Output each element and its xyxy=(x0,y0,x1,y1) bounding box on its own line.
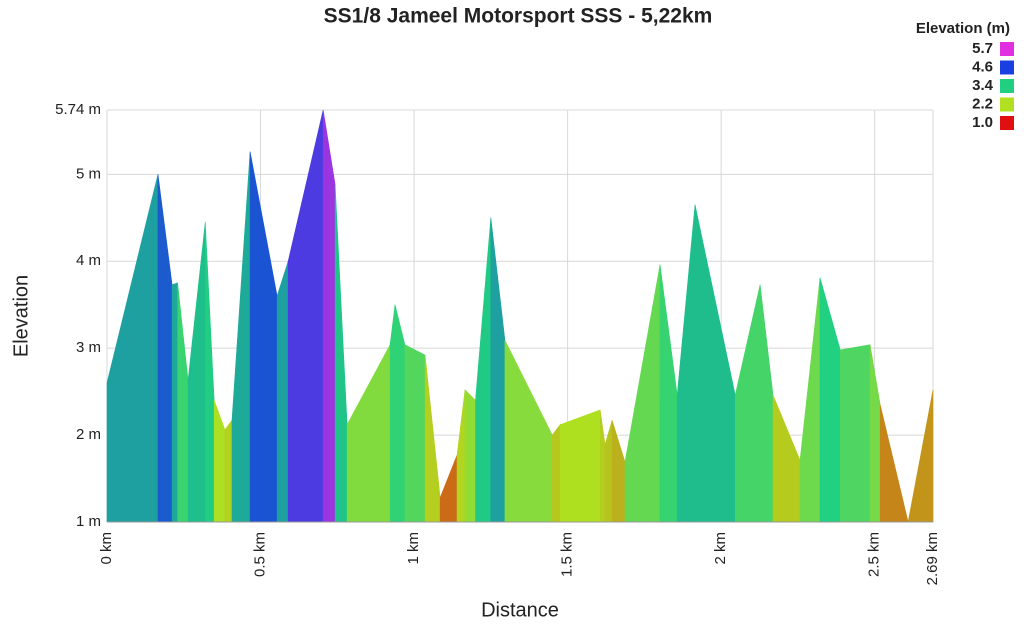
area-segment xyxy=(839,344,871,523)
y-tick-label: 2 m xyxy=(76,426,101,443)
legend-swatch xyxy=(1000,97,1014,112)
y-tick-label: 5.74 m xyxy=(55,101,101,118)
area-segment xyxy=(249,151,278,523)
area-segment xyxy=(404,344,426,523)
area-segment xyxy=(772,394,801,523)
area-segment xyxy=(907,389,934,523)
area-segment xyxy=(231,151,251,523)
area-segment xyxy=(187,222,206,523)
area-segment xyxy=(879,404,909,523)
legend-swatch xyxy=(1000,116,1014,130)
legend-swatch xyxy=(1000,79,1014,93)
area-segment xyxy=(475,217,492,523)
x-tick-label: 2.5 km xyxy=(866,532,883,577)
legend-title: Elevation (m) xyxy=(916,20,1010,37)
x-tick-label: 2 km xyxy=(712,532,729,565)
area-segment xyxy=(599,409,606,523)
x-tick-label: 2.69 km xyxy=(924,532,941,585)
area-segment xyxy=(624,264,661,523)
area-segment xyxy=(676,204,696,523)
area-segment xyxy=(177,282,189,523)
area-segment xyxy=(734,284,761,523)
area-segment xyxy=(322,109,336,523)
legend-label: 5.7 xyxy=(972,40,993,57)
area-segment xyxy=(799,277,821,523)
area-segment xyxy=(287,109,324,523)
chart-title: SS1/8 Jameel Motorsport SSS - 5,22km xyxy=(324,5,713,28)
area-segment xyxy=(389,304,396,523)
area-segment xyxy=(213,400,226,523)
x-tick-label: 1 km xyxy=(405,532,422,565)
x-axis-label: Distance xyxy=(481,599,559,621)
area-segment xyxy=(504,340,553,523)
area-segment xyxy=(559,409,601,523)
legend-swatch xyxy=(1000,42,1014,56)
y-tick-label: 5 m xyxy=(76,165,101,182)
area-segment xyxy=(819,277,841,523)
legend-label: 4.6 xyxy=(972,58,993,75)
x-tick-label: 0.5 km xyxy=(252,532,269,577)
area-segment xyxy=(346,344,391,523)
area-segment xyxy=(490,217,506,523)
y-tick-label: 1 m xyxy=(76,513,101,530)
area-segment xyxy=(464,389,476,523)
y-tick-label: 4 m xyxy=(76,252,101,269)
legend-label: 3.4 xyxy=(972,77,994,94)
area-segment xyxy=(659,264,678,523)
area-segment xyxy=(276,261,289,523)
area-segment xyxy=(439,454,458,523)
area-segment xyxy=(334,184,348,523)
legend-label: 1.0 xyxy=(972,114,993,131)
area-segment xyxy=(171,282,178,523)
area-segment xyxy=(694,204,736,523)
legend-label: 2.2 xyxy=(972,95,993,112)
area-segment xyxy=(456,389,466,523)
area-segment xyxy=(424,355,441,523)
x-tick-label: 1.5 km xyxy=(559,532,576,577)
area-segment xyxy=(759,284,774,523)
area-segment xyxy=(224,419,233,523)
area-segment xyxy=(204,222,215,523)
legend-swatch xyxy=(1000,60,1014,75)
y-axis-label: Elevation xyxy=(10,275,32,357)
area-segment xyxy=(157,174,173,523)
y-tick-label: 3 m xyxy=(76,339,101,356)
area-segment xyxy=(551,423,561,523)
x-tick-label: 0 km xyxy=(98,532,115,565)
area-segment xyxy=(394,304,406,523)
